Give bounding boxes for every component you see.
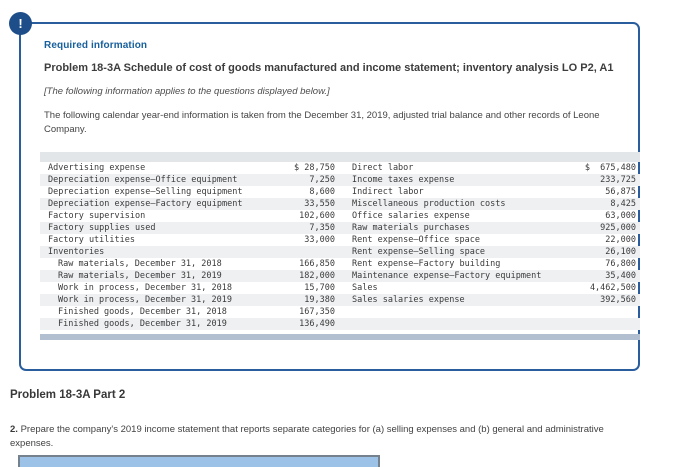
account-amount: 167,350 <box>299 307 335 317</box>
account-amount: 33,550 <box>304 199 335 209</box>
account-amount: 392,560 <box>600 295 636 305</box>
table-row: Work in process, December 31, 2019 19,38… <box>40 294 640 306</box>
part2-instruction-text: Prepare the company's 2019 income statem… <box>10 424 604 450</box>
problem-title: Problem 18-3A Schedule of cost of goods … <box>44 62 614 74</box>
table-row: Factory utilities 33,000 Rent expense—Of… <box>40 234 640 246</box>
account-label: Rent expense—Selling space <box>352 247 486 257</box>
account-amount: 102,600 <box>299 211 335 221</box>
account-label: Advertising expense <box>48 163 146 173</box>
account-amount: 925,000 <box>600 223 636 233</box>
table-header-band <box>40 152 640 162</box>
account-amount: $ 675,480 <box>584 163 636 173</box>
account-amount: 26,100 <box>605 247 636 257</box>
account-label: Direct labor <box>352 163 414 173</box>
table-row: Factory supplies used 7,350 Raw material… <box>40 222 640 234</box>
account-label: Sales <box>352 283 378 293</box>
account-label: Indirect labor <box>352 187 424 197</box>
account-amount: 33,000 <box>304 235 335 245</box>
account-label: Factory supervision <box>48 211 146 221</box>
table-row: Raw materials, December 31, 2019 182,000… <box>40 270 640 282</box>
account-amount: $ 28,750 <box>294 163 335 173</box>
panel-content: Required information Problem 18-3A Sched… <box>21 24 638 137</box>
account-amount: 76,800 <box>605 259 636 269</box>
table-row: Factory supervision 102,600 Office salar… <box>40 210 640 222</box>
answer-worksheet-header-partial[interactable] <box>18 455 380 467</box>
account-label: Miscellaneous production costs <box>352 199 506 209</box>
intro-paragraph: The following calendar year-end informat… <box>44 110 600 135</box>
account-label: Depreciation expense—Office equipment <box>48 175 238 185</box>
account-label: Raw materials, December 31, 2019 <box>58 271 222 281</box>
account-label: Work in process, December 31, 2018 <box>58 283 232 293</box>
required-information-label: Required information <box>44 40 148 51</box>
applies-note: [The following information applies to th… <box>44 86 330 98</box>
account-amount: 4,462,500 <box>589 283 636 293</box>
account-amount: 7,350 <box>309 223 335 233</box>
account-amount: 8,425 <box>610 199 636 209</box>
trial-balance-table: Advertising expense $ 28,750 Direct labo… <box>40 152 640 340</box>
account-amount: 35,400 <box>605 271 636 281</box>
account-label: Raw materials, December 31, 2018 <box>58 259 222 269</box>
account-amount: 233,725 <box>600 175 636 185</box>
account-amount: 8,600 <box>309 187 335 197</box>
part2-instruction: 2. Prepare the company's 2019 income sta… <box>10 423 610 452</box>
part2-item-number: 2. <box>10 424 18 435</box>
part2-heading: Problem 18-3A Part 2 <box>10 389 126 401</box>
table-row: Depreciation expense—Factory equipment 3… <box>40 198 640 210</box>
table-row: Depreciation expense—Selling equipment 8… <box>40 186 640 198</box>
account-amount: 7,250 <box>309 175 335 185</box>
account-amount: 166,850 <box>299 259 335 269</box>
trial-balance-rows: Advertising expense $ 28,750 Direct labo… <box>40 162 640 330</box>
account-amount: 22,000 <box>605 235 636 245</box>
table-row: Depreciation expense—Office equipment 7,… <box>40 174 640 186</box>
account-amount <box>577 318 636 330</box>
required-information-panel: ! Required information Problem 18-3A Sch… <box>9 12 640 371</box>
exclamation-icon: ! <box>9 12 32 35</box>
account-label: Work in process, December 31, 2019 <box>58 295 232 305</box>
account-amount: 182,000 <box>299 271 335 281</box>
account-label: Rent expense—Office space <box>352 235 480 245</box>
account-amount: 56,875 <box>605 187 636 197</box>
account-label: Sales salaries expense <box>352 295 465 305</box>
account-label: Depreciation expense—Selling equipment <box>48 187 243 197</box>
account-amount: 63,000 <box>605 211 636 221</box>
account-amount <box>270 246 335 258</box>
account-label: Office salaries expense <box>352 211 470 221</box>
account-label: Rent expense—Factory building <box>352 259 501 269</box>
account-label <box>335 306 577 318</box>
table-row: Advertising expense $ 28,750 Direct labo… <box>40 162 640 174</box>
table-row: Finished goods, December 31, 2019 136,49… <box>40 318 640 330</box>
table-row: Finished goods, December 31, 2018 167,35… <box>40 306 640 318</box>
account-label: Income taxes expense <box>352 175 455 185</box>
account-label: Raw materials purchases <box>352 223 470 233</box>
account-label <box>335 318 577 330</box>
account-amount: 15,700 <box>304 283 335 293</box>
table-horizontal-scrollbar[interactable] <box>40 334 640 340</box>
account-label: Inventories <box>48 247 105 257</box>
table-row: Raw materials, December 31, 2018 166,850… <box>40 258 640 270</box>
account-label: Factory supplies used <box>48 223 156 233</box>
account-label: Finished goods, December 31, 2018 <box>58 307 227 317</box>
account-label: Depreciation expense—Factory equipment <box>48 199 243 209</box>
account-amount <box>577 306 636 318</box>
account-label: Finished goods, December 31, 2019 <box>58 319 227 329</box>
account-amount: 136,490 <box>299 319 335 329</box>
account-label: Factory utilities <box>48 235 135 245</box>
account-label: Maintenance expense—Factory equipment <box>352 271 542 281</box>
account-amount: 19,380 <box>304 295 335 305</box>
table-row: Work in process, December 31, 2018 15,70… <box>40 282 640 294</box>
table-row: Inventories Rent expense—Selling space 2… <box>40 246 640 258</box>
